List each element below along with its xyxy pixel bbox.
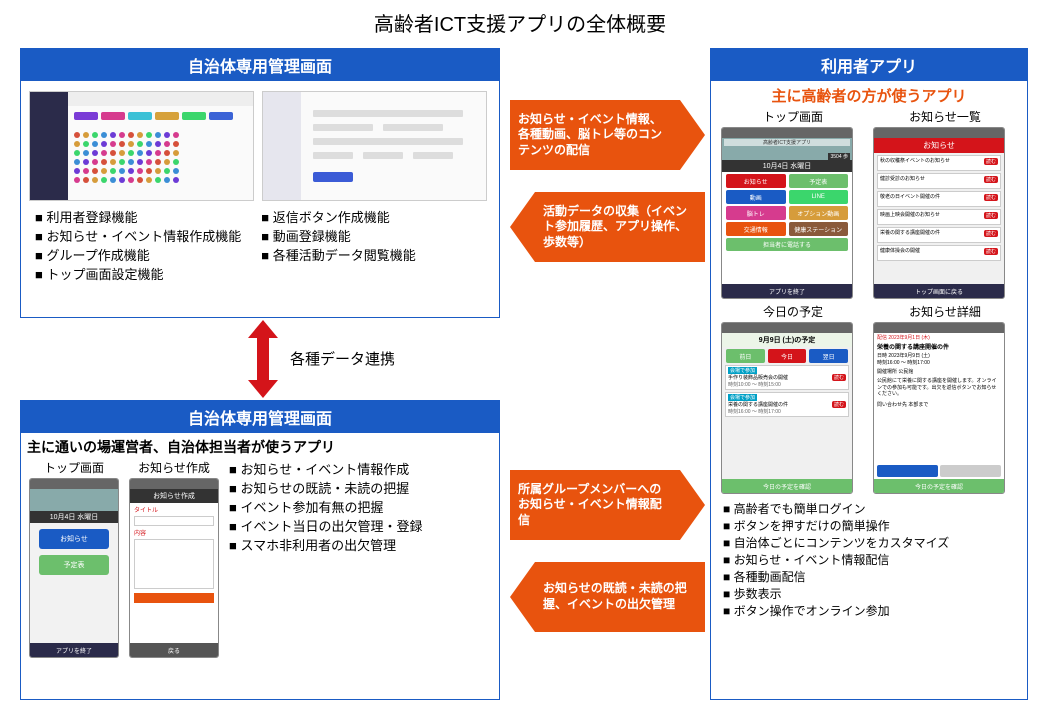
arrow-read-status: お知らせの既読・未読の把握、イベントの出欠管理 <box>510 562 705 632</box>
arrow-activity-data: 活動データの収集（イベント参加履歴、アプリ操作、歩数等） <box>510 192 705 262</box>
user-phone3: 9月9日 (土)の予定 前日今日翌日 会場で参加手作り装飾品販売会の開催時刻10… <box>721 322 853 494</box>
user-phone1-label: トップ画面 <box>721 108 865 125</box>
ops-bullets: お知らせ・イベント情報作成お知らせの既読・未読の把握イベント参加有無の把握イベン… <box>229 459 422 658</box>
arrow-content-delivery: お知らせ・イベント情報、各種動画、脳トレ等のコンテンツの配信 <box>510 100 705 170</box>
admin-bullets-left: 利用者登録機能お知らせ・イベント情報作成機能グループ作成機能トップ画面設定機能 <box>35 207 241 283</box>
user-box: 利用者アプリ 主に高齢者の方が使うアプリ トップ画面 高齢者ICT支援アプリ 3… <box>710 48 1028 700</box>
user-phone4: 配信 2023年9月1日 (木) 栄養の関する講座開催の件 日時 2023年9月… <box>873 322 1005 494</box>
user-phone3-label: 今日の予定 <box>721 303 865 320</box>
user-phone1: 高齢者ICT支援アプリ 3504 歩 10月4日 水曜日 お知らせ予定表動画LI… <box>721 127 853 299</box>
user-subtitle: 主に高齢者の方が使うアプリ <box>711 81 1027 108</box>
ops-phone2-label: お知らせ作成 <box>129 459 219 476</box>
page-title: 高齢者ICT支援アプリの全体概要 <box>374 8 666 37</box>
admin-header: 自治体専用管理画面 <box>21 49 499 81</box>
user-phone2: お知らせ 秋の収穫祭イベントのお知らせ読む健診受診のお知らせ読む敬老の日イベント… <box>873 127 1005 299</box>
data-link-label: 各種データ連携 <box>290 348 395 369</box>
ops-phone2: お知らせ作成 タイトル 内容 戻る <box>129 478 219 658</box>
admin-box: 自治体専用管理画面 利用者登録機能お知らせ・イベント情報作成機 <box>20 48 500 318</box>
arrow-group-delivery: 所属グループメンバーへのお知らせ・イベント情報配信 <box>510 470 705 540</box>
admin-screenshot-2 <box>262 91 487 201</box>
ops-header: 自治体専用管理画面 <box>21 401 499 433</box>
ops-phone1: 10月4日 水曜日 お知らせ 予定表 アプリを終了 <box>29 478 119 658</box>
user-header: 利用者アプリ <box>711 49 1027 81</box>
ops-phone1-label: トップ画面 <box>29 459 119 476</box>
ops-subtitle: 主に通いの場運営者、自治体担当者が使うアプリ <box>21 433 499 459</box>
data-link-arrow <box>248 320 278 398</box>
ops-box: 自治体専用管理画面 主に通いの場運営者、自治体担当者が使うアプリ トップ画面 1… <box>20 400 500 700</box>
admin-screenshot-1 <box>29 91 254 201</box>
user-phone2-label: お知らせ一覧 <box>873 108 1017 125</box>
user-bullets: 高齢者でも簡単ログインボタンを押すだけの簡単操作自治体ごとにコンテンツをカスタマ… <box>711 494 1027 625</box>
user-phone4-label: お知らせ詳細 <box>873 303 1017 320</box>
admin-bullets-right: 返信ボタン作成機能動画登録機能各種活動データ閲覧機能 <box>261 207 415 283</box>
